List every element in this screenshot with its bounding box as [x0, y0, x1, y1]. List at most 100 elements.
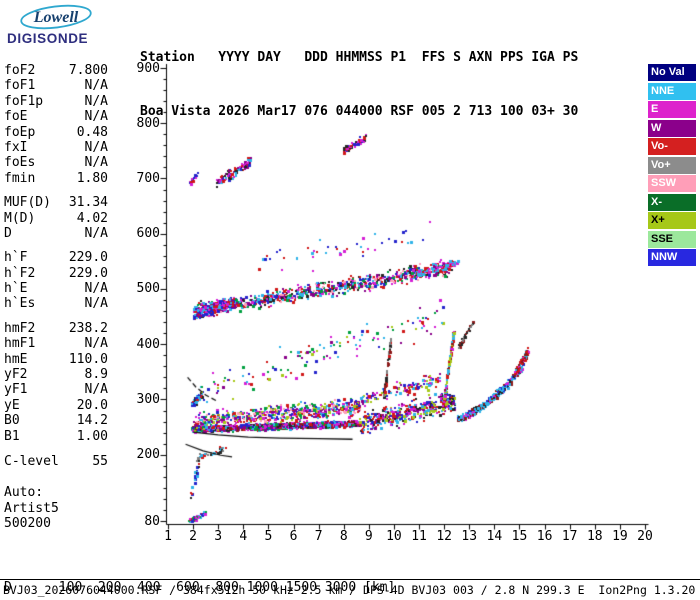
param-value: 8.9: [84, 367, 108, 383]
legend-item-vo+: Vo+: [648, 156, 696, 174]
param-value: 1.80: [76, 170, 108, 186]
x-axis-tick-label: 14: [486, 529, 503, 544]
logo-graphic: Lowell DIGISONDE: [7, 4, 92, 46]
muf-table: D 100 200 400 600 800 1000 1500 3000 [km…: [4, 548, 403, 600]
param-label: 500200: [4, 516, 51, 532]
param-label: D: [4, 225, 12, 241]
lowell-digisonde-logo: Lowell DIGISONDE: [4, 2, 124, 52]
param-row: MUF(D) 31.34: [4, 195, 108, 210]
x-axis-tick-label: 15: [511, 529, 528, 544]
param-row: foF1 N/A: [4, 78, 108, 93]
param-label: foE: [4, 109, 28, 125]
param-label: h`E: [4, 281, 28, 297]
param-row: yF2 8.9: [4, 367, 108, 382]
status-line: BVJ03_2026076044000.RSF / 384fx512h 50 k…: [3, 583, 696, 597]
param-value: 0.48: [76, 124, 108, 140]
legend-item-sse: SSE: [648, 230, 696, 248]
param-label: hmF2: [4, 320, 36, 336]
x-axis-tick-label: 16: [536, 529, 553, 544]
param-row: foF2 7.800: [4, 63, 108, 78]
param-row: h`Es N/A: [4, 296, 108, 311]
legend-item-nne: NNE: [648, 82, 696, 100]
param-label: h`F: [4, 250, 28, 266]
y-axis-tick-label: 80: [144, 513, 160, 529]
param-row: C-level 55: [4, 454, 108, 469]
x-axis-tick-label: 8: [339, 529, 348, 544]
param-row: h`F 229.0: [4, 250, 108, 265]
x-axis-tick-label: 3: [214, 529, 223, 544]
param-label: Auto:: [4, 485, 44, 501]
param-value: N/A: [84, 225, 108, 241]
param-row: Auto:: [4, 485, 108, 500]
logo-swoosh-icon: [20, 4, 92, 30]
x-axis-tick-label: 13: [461, 529, 478, 544]
param-label: B0: [4, 413, 20, 429]
param-label: h`F2: [4, 265, 36, 281]
param-row: B1 1.00: [4, 429, 108, 444]
param-label: C-level: [4, 453, 59, 469]
logo-lowell-text: Lowell: [33, 9, 79, 26]
y-axis-tick-label: 200: [136, 447, 160, 463]
legend-item-x-: X-: [648, 193, 696, 211]
param-label: yF1: [4, 382, 28, 398]
scaled-params-panel: foF2 7.800 foF1 N/A foF1p N/A foE N/A foEp 0.48 fx…: [4, 63, 108, 532]
param-group: foF2 7.800 foF1 N/A foF1p N/A foE N/A foEp 0.48 fx…: [4, 63, 108, 186]
x-axis-tick-label: 11: [411, 529, 427, 544]
param-row: Artist5: [4, 501, 108, 516]
param-label: foF2: [4, 63, 36, 78]
param-value: 55: [92, 453, 108, 469]
y-axis-tick-label: 300: [136, 391, 160, 407]
x-axis-tick-label: 5: [264, 529, 273, 544]
param-value: 229.0: [68, 265, 108, 281]
param-row: fmin 1.80: [4, 171, 108, 186]
x-axis-tick-label: 9: [364, 529, 373, 544]
x-axis-tick-label: 2: [189, 529, 197, 544]
param-value: N/A: [84, 139, 108, 155]
param-value: 238.2: [68, 320, 108, 336]
param-value: N/A: [84, 93, 108, 109]
x-axis-tick-label: 7: [314, 529, 323, 544]
param-label: fxI: [4, 139, 28, 155]
footer-divider: [0, 579, 700, 580]
param-row: foEs N/A: [4, 155, 108, 170]
x-axis-tick-label: 10: [386, 529, 402, 544]
legend-item-e: E: [648, 101, 696, 118]
param-label: yF2: [4, 367, 28, 383]
param-row: h`E N/A: [4, 281, 108, 296]
param-value: N/A: [84, 336, 108, 352]
legend-item-x+: X+: [648, 212, 696, 229]
y-axis-tick-label: 400: [136, 336, 160, 352]
legend-item-nnw: NNW: [648, 249, 696, 266]
param-value: N/A: [84, 155, 108, 171]
param-label: hmF1: [4, 336, 36, 352]
param-value: 14.2: [76, 413, 108, 429]
param-value: 229.0: [68, 250, 108, 266]
param-row: yF1 N/A: [4, 382, 108, 397]
param-value: N/A: [84, 296, 108, 312]
param-value: N/A: [84, 78, 108, 94]
param-group: MUF(D) 31.34 M(D) 4.02 D N/A: [4, 195, 108, 241]
param-group: h`F 229.0 h`F2 229.0 h`E N/A h`Es N/A: [4, 250, 108, 312]
param-row: foF1p N/A: [4, 94, 108, 109]
y-axis-tick-label: 600: [136, 226, 160, 242]
legend-item-noval: No Val: [648, 64, 696, 81]
direction-doppler-legend: No Val NNE E W Vo- Vo+ SSW X- X+ SSE NNW: [648, 64, 696, 268]
param-label: foEs: [4, 155, 36, 171]
x-axis-tick-label: 6: [289, 529, 298, 544]
station-header: Station YYYY DAY DDD HHMMSS P1 FFS S AXN…: [140, 13, 578, 157]
param-value: 110.0: [68, 351, 108, 367]
x-axis-tick-label: 18: [586, 529, 603, 544]
param-row: fxI N/A: [4, 140, 108, 155]
param-group: C-level 55: [4, 454, 108, 469]
x-axis-tick-label: 17: [561, 529, 578, 544]
param-row: D N/A: [4, 226, 108, 241]
param-label: hmE: [4, 351, 28, 367]
param-value: 4.02: [76, 210, 108, 226]
param-row: foEp 0.48: [4, 125, 108, 140]
param-value: N/A: [84, 382, 108, 398]
d-row: D 100 200 400 600 800 1000 1500 3000 [km…: [4, 580, 396, 595]
header-line-2: Boa Vista 2026 Mar17 076 044000 RSF 005 …: [140, 104, 579, 119]
param-label: M(D): [4, 210, 36, 226]
